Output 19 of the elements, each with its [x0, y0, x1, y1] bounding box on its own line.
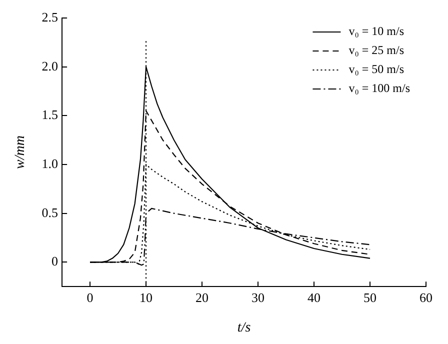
x-tick-label: 30	[252, 290, 265, 305]
legend-label: v₀ = 25 m/s	[348, 43, 404, 58]
x-tick-label: 20	[196, 290, 209, 305]
y-tick-label: 1.0	[42, 156, 58, 171]
x-tick-label: 60	[420, 290, 432, 305]
y-tick-label: 0.5	[42, 204, 58, 220]
x-tick-label: 10	[140, 290, 153, 305]
x-axis-title: t/s	[237, 320, 252, 336]
legend-label: v₀ = 50 m/s	[348, 62, 404, 76]
x-tick-label: 40	[308, 290, 321, 305]
y-tick-label: 1.5	[42, 107, 58, 122]
y-tick-label: 0	[52, 254, 58, 269]
x-tick-label: 0	[86, 290, 94, 305]
y-tick-label: 2.5	[42, 9, 58, 24]
legend-label: v₀ = 100 m/s	[348, 81, 410, 96]
y-tick-label: 2.0	[42, 58, 58, 74]
legend-label: v₀ = 10 m/s	[348, 24, 404, 38]
y-axis-title: w/mm	[13, 136, 28, 170]
x-tick-label: 50	[364, 290, 377, 305]
